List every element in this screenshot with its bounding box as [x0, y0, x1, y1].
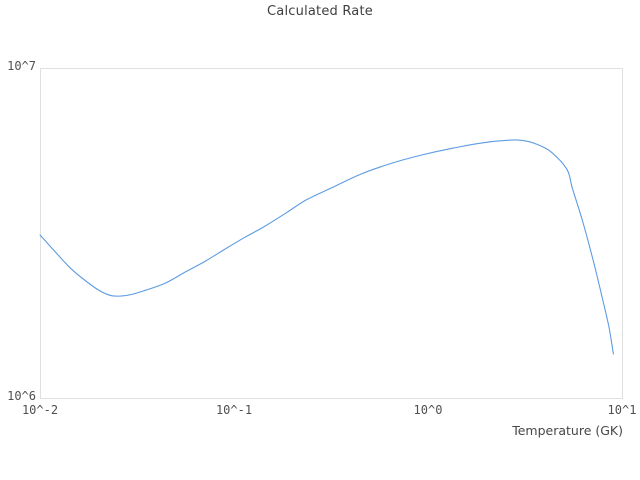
- y-tick-label: 10^7: [7, 59, 36, 73]
- x-tick-label: 10^-2: [21, 403, 59, 417]
- rate-curve: [39, 139, 614, 355]
- x-axis-label: Temperature (GK): [512, 423, 623, 438]
- plot-area-border: [40, 68, 623, 399]
- x-tick-label: 10^1: [607, 403, 637, 417]
- x-tick-label: 10^0: [413, 403, 443, 417]
- y-tick-label: 10^6: [7, 389, 36, 403]
- x-tick-label: 10^-1: [215, 403, 253, 417]
- chart-title: Calculated Rate: [267, 4, 373, 19]
